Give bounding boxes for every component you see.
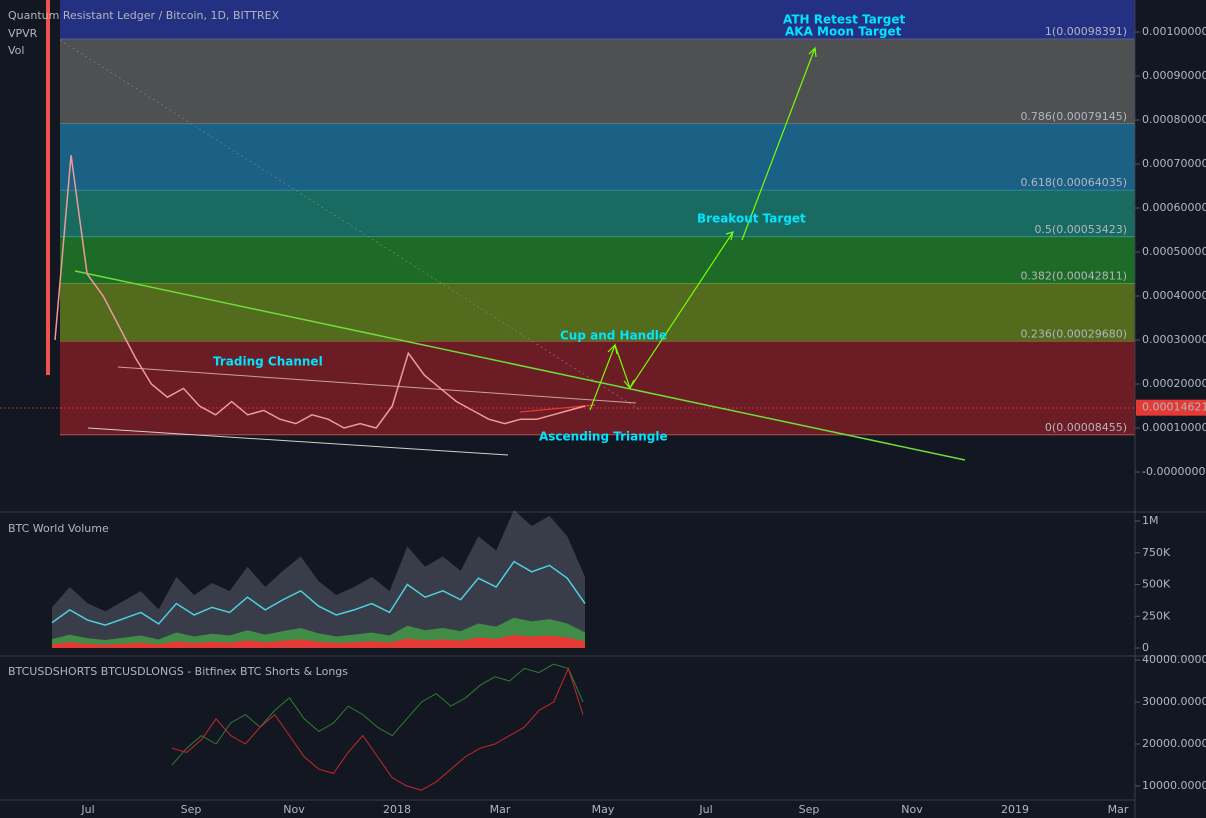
annotation: ATH Retest Target	[783, 13, 905, 27]
price-series	[54, 155, 586, 429]
x-tick-label: Jul	[80, 803, 94, 816]
y-tick-label: -0.00000000	[1142, 465, 1206, 478]
arrow-head	[808, 46, 817, 58]
symbol-title: Quantum Resistant Ledger / Bitcoin, 1D, …	[8, 9, 280, 22]
channel-top	[117, 366, 637, 404]
y-tick-label: 0.00020000	[1142, 377, 1206, 390]
volume-area	[52, 509, 585, 648]
series-line	[171, 666, 584, 791]
fib-zone	[60, 341, 1135, 435]
y-tick-label: 0.00090000	[1142, 69, 1206, 82]
fib-zone	[60, 190, 1135, 237]
arrow-head	[623, 379, 635, 390]
indicator: Vol	[8, 44, 24, 57]
annotation: AKA Moon Target	[785, 25, 902, 39]
volume-band	[52, 635, 585, 648]
price-line	[54, 155, 586, 429]
fib-zones: 1(0.00098391) 0.786(0.00079145) 0.618(0.00…	[60, 0, 1135, 436]
x-tick-label: 2018	[383, 803, 411, 816]
y-tick-label: 0.00050000	[1142, 245, 1206, 258]
y-tick-label: 0	[1142, 641, 1149, 654]
x-tick-label: Mar	[490, 803, 511, 816]
x-tick-label: Mar	[1108, 803, 1129, 816]
y-tick-label: 40000.0000	[1142, 653, 1206, 666]
annotation: Breakout Target	[697, 212, 806, 226]
x-tick-label: Nov	[283, 803, 305, 816]
y-tick-label: 10000.0000	[1142, 779, 1206, 792]
fib-zone	[60, 39, 1135, 124]
annotation: Cup and Handle	[560, 329, 667, 343]
x-tick-label: Nov	[901, 803, 923, 816]
x-tick-label: 2019	[1001, 803, 1029, 816]
last-price-label: 0.00014621	[1142, 401, 1206, 414]
x-tick-label: Sep	[181, 803, 202, 816]
y-tick-label: 0.00040000	[1142, 289, 1206, 302]
fib-label: 0.5(0.00053423)	[1034, 223, 1127, 236]
series-line	[171, 663, 584, 766]
y-tick-label: 0.00060000	[1142, 201, 1206, 214]
spike-candle	[46, 0, 50, 375]
channel-bottom	[87, 427, 509, 456]
x-tick-label: Sep	[799, 803, 820, 816]
arrow-path	[589, 231, 734, 411]
arrow-head	[725, 231, 734, 241]
fib-label: 0(0.00008455)	[1045, 421, 1127, 434]
arrow-path	[741, 47, 816, 241]
fib-zone	[60, 123, 1135, 191]
fib-label: 1(0.00098391)	[1045, 25, 1127, 38]
fib-zone	[60, 0, 1135, 40]
y-tick-label: 1M	[1142, 514, 1159, 527]
annotation: Trading Channel	[213, 355, 323, 369]
indicator: VPVR	[8, 27, 38, 40]
annotation: Ascending Triangle	[539, 430, 668, 444]
y-tick-label: 0.00100000	[1142, 25, 1206, 38]
y-tick-label: 250K	[1142, 609, 1171, 622]
y-tick-label: 0.00080000	[1142, 113, 1206, 126]
last-price-box	[1136, 399, 1206, 416]
arrow-head	[607, 343, 618, 355]
y-tick-label: 20000.0000	[1142, 737, 1206, 750]
y-tick-label: 30000.0000	[1142, 695, 1206, 708]
y-tick-label: 0.00010000	[1142, 421, 1206, 434]
pane-title: BTC World Volume	[8, 522, 109, 535]
x-tick-label: May	[592, 803, 615, 816]
fib-zone	[60, 236, 1135, 284]
x-tick-label: Jul	[698, 803, 712, 816]
fib-label: 0.618(0.00064035)	[1020, 176, 1127, 189]
y-tick-label: 0.00030000	[1142, 333, 1206, 346]
volume-line	[51, 560, 586, 626]
y-tick-label: 0.00070000	[1142, 157, 1206, 170]
fib-label: 0.382(0.00042811)	[1020, 270, 1127, 283]
fib-label: 0.786(0.00079145)	[1020, 110, 1127, 123]
y-tick-label: 500K	[1142, 578, 1171, 591]
y-tick-label: 750K	[1142, 546, 1171, 559]
trend-line	[74, 270, 966, 461]
pane-title: BTCUSDSHORTS BTCUSDLONGS - Bitfinex BTC …	[8, 665, 348, 678]
fib-label: 0.236(0.00029680)	[1020, 327, 1127, 340]
fib-zone	[60, 283, 1135, 342]
